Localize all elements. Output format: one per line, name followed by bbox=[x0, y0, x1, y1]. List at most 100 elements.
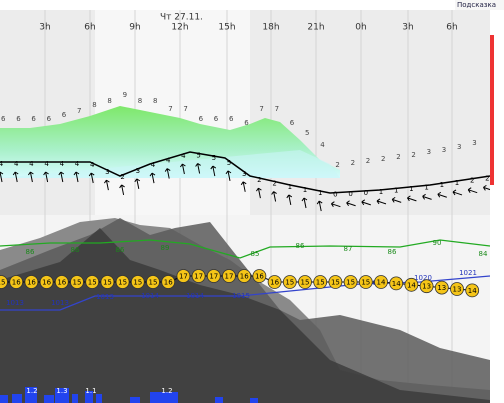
wind-arrow bbox=[240, 181, 247, 192]
wave-height: 6 bbox=[199, 115, 204, 123]
wave-height: 8 bbox=[138, 97, 142, 105]
pressure-label: 1015 bbox=[232, 292, 250, 300]
temperature-label: 15 bbox=[301, 279, 310, 287]
time-label: 0h bbox=[355, 23, 366, 33]
temperature-dot bbox=[0, 275, 8, 289]
wind-speed: 4 bbox=[75, 160, 80, 168]
temperature-label: 14 bbox=[392, 280, 401, 288]
date-label: Чт 27.11. bbox=[160, 13, 203, 23]
temperature-label: 16 bbox=[57, 279, 66, 287]
wind-arrow bbox=[179, 163, 186, 175]
time-label: 6h bbox=[446, 23, 457, 33]
temperature-dot bbox=[70, 275, 84, 289]
hint-box[interactable] bbox=[455, 0, 504, 10]
precip-bar bbox=[96, 394, 102, 403]
time-label: 3h bbox=[39, 23, 50, 33]
wave-height: 6 bbox=[47, 115, 52, 123]
precip-label: 1.2 bbox=[161, 387, 172, 395]
precip-bar bbox=[72, 394, 78, 403]
wave-height: 7 bbox=[183, 105, 187, 113]
wind-speed: 1 bbox=[394, 186, 398, 194]
temperature-label: 15 bbox=[285, 279, 294, 287]
wave-height: 4 bbox=[320, 141, 325, 149]
temperature-label: 16 bbox=[255, 273, 264, 281]
temperature-dot bbox=[237, 269, 252, 283]
wind-speed: 1 bbox=[303, 186, 307, 194]
wind-speed: 1 bbox=[424, 183, 428, 191]
time-label: 15h bbox=[218, 23, 235, 33]
hint-link[interactable]: Подсказка bbox=[457, 1, 496, 9]
wave-height: 3 bbox=[457, 143, 461, 151]
wind-arrow bbox=[286, 194, 293, 206]
temperature-dot bbox=[191, 269, 206, 283]
pressure-label: 1013 bbox=[6, 299, 24, 307]
temperature-dot bbox=[252, 269, 267, 283]
temperature-label: 14 bbox=[468, 287, 477, 295]
pressure-label: 1013 bbox=[51, 299, 69, 307]
wave-height: 7 bbox=[168, 105, 172, 113]
wind-speed: 1 bbox=[455, 179, 459, 187]
temperature-dot bbox=[328, 275, 343, 289]
humidity-label: 87 bbox=[344, 245, 353, 253]
humidity-label: 86 bbox=[116, 246, 125, 254]
wave-height: 6 bbox=[1, 115, 6, 123]
temperature-dot bbox=[146, 275, 160, 289]
temperature-label: 15 bbox=[361, 279, 370, 287]
humidity-line bbox=[0, 239, 491, 259]
temperature-label: 16 bbox=[164, 279, 173, 287]
wind-arrow bbox=[437, 191, 447, 198]
temperature-dot bbox=[222, 269, 236, 283]
wave-height: 6 bbox=[16, 115, 21, 123]
wave-height: 6 bbox=[62, 111, 67, 119]
time-label: 3h bbox=[402, 23, 413, 33]
wave-height: 3 bbox=[472, 139, 476, 147]
wind-speed: 4 bbox=[14, 160, 19, 168]
temperature-dot bbox=[206, 269, 221, 283]
wind-speed: 1 bbox=[379, 188, 383, 196]
wind-speed: 0 bbox=[348, 190, 352, 198]
wind-speed: 4 bbox=[151, 161, 156, 169]
wind-speed: 5 bbox=[212, 154, 216, 162]
wind-arrow bbox=[58, 171, 65, 183]
wind-speed: 4 bbox=[166, 157, 171, 165]
temperature-dot bbox=[39, 275, 54, 289]
temperature-label: 13 bbox=[437, 284, 446, 292]
pressure-label: 1020 bbox=[414, 274, 432, 282]
wave-height: 8 bbox=[153, 97, 157, 105]
pressure-label: 1014 bbox=[186, 292, 204, 300]
temperature-dot bbox=[298, 275, 312, 289]
wind-speed: 5 bbox=[196, 151, 200, 159]
temperature-label: 13 bbox=[422, 283, 431, 291]
temperature-dot bbox=[161, 275, 176, 289]
wind-speed: 1 bbox=[288, 183, 292, 191]
wind-speed: 4 bbox=[60, 160, 65, 168]
wind-arrow bbox=[301, 197, 308, 209]
temperature-label: 13 bbox=[453, 286, 462, 294]
pressure-label: 1013 bbox=[96, 293, 114, 301]
wind-speed: 3 bbox=[136, 167, 140, 175]
temperature-label: 15 bbox=[0, 279, 5, 287]
wind-arrow bbox=[73, 171, 80, 183]
wave-height: 8 bbox=[92, 101, 96, 109]
wind-speed: 0 bbox=[333, 191, 337, 199]
humidity-label: 86 bbox=[296, 242, 305, 250]
precip-bar bbox=[85, 391, 93, 403]
precip-bar bbox=[12, 394, 22, 403]
wave-height: 3 bbox=[427, 148, 431, 156]
wind-arrow bbox=[103, 179, 110, 191]
wave-height: 2 bbox=[335, 161, 339, 169]
wave-height: 6 bbox=[214, 115, 219, 123]
wind-speed: 2 bbox=[485, 174, 489, 182]
wind-speed: 0 bbox=[364, 189, 368, 197]
wave-height: 2 bbox=[411, 151, 415, 159]
precip-label: 1.1 bbox=[85, 387, 96, 395]
wave-height: 9 bbox=[123, 91, 127, 99]
wind-speed: 4 bbox=[90, 161, 95, 169]
precip-bar bbox=[25, 387, 37, 403]
precip-bar bbox=[150, 392, 178, 403]
humidity-label: 86 bbox=[71, 246, 80, 254]
wind-speed: 4 bbox=[29, 160, 34, 168]
temperature-label: 16 bbox=[240, 273, 249, 281]
wave-height: 6 bbox=[229, 115, 234, 123]
